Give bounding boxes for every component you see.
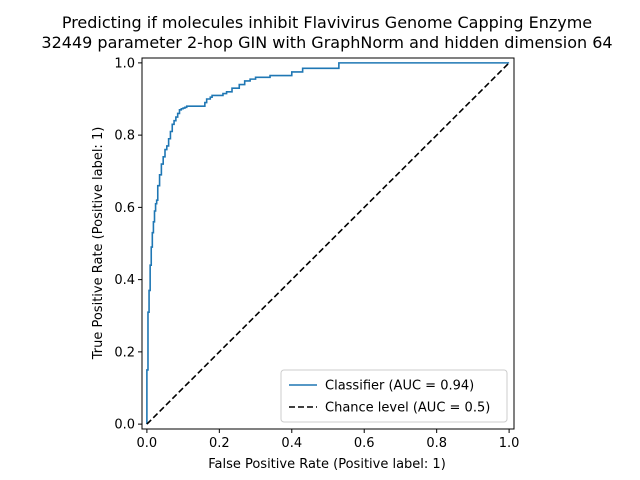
x-tick-label: 0.8 (426, 436, 447, 451)
y-tick-label: 1.0 (114, 56, 135, 71)
legend-entry-label: Chance level (AUC = 0.5) (325, 401, 490, 416)
y-tick-label: 0.8 (114, 129, 135, 144)
x-tick-label: 1.0 (499, 436, 520, 451)
x-axis-label: False Positive Rate (Positive label: 1) (208, 457, 446, 472)
plot-area (141, 57, 515, 430)
y-axis-label: True Positive Rate (Positive label: 1) (91, 127, 106, 361)
x-tick-label: 0.0 (137, 436, 158, 451)
y-tick-label: 0.2 (114, 345, 135, 360)
series-line-classifier (146, 62, 510, 425)
series-line-chance-level (146, 62, 510, 425)
x-tick-label: 0.4 (281, 436, 302, 451)
y-tick-label: 0.6 (114, 201, 135, 216)
x-axis-ticks: 0.0 0.2 0.4 0.6 0.8 1.0 (137, 429, 520, 451)
x-tick-label: 0.2 (209, 436, 230, 451)
y-axis-ticks: 0.0 0.2 0.4 0.6 0.8 1.0 (114, 56, 142, 433)
chart-title: Predicting if molecules inhibit Flavivir… (62, 13, 592, 32)
legend-box (280, 369, 508, 423)
chart-subtitle: 32449 parameter 2-hop GIN with GraphNorm… (41, 33, 612, 52)
x-tick-label: 0.6 (354, 436, 375, 451)
axes-frame (141, 57, 515, 430)
legend-entry-label: Classifier (AUC = 0.94) (325, 379, 474, 394)
y-tick-label: 0.0 (114, 418, 135, 433)
legend: Classifier (AUC = 0.94) Chance level (AUC… (280, 369, 508, 423)
y-tick-label: 0.4 (114, 273, 135, 288)
